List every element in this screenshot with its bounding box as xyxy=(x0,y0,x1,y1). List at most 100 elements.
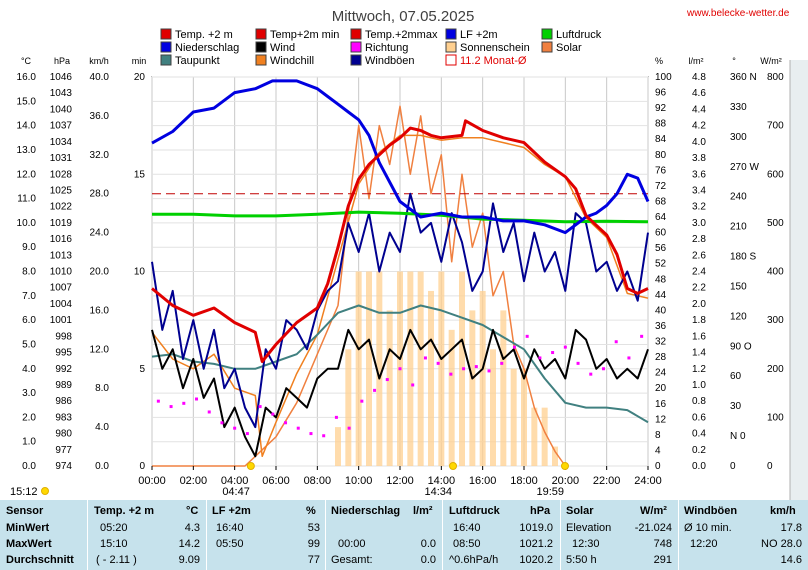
left-axis-tick-label: 977 xyxy=(55,445,72,456)
solar-elevation-label: Elevation xyxy=(566,522,612,534)
wind-direction-point xyxy=(373,388,377,392)
sunshine-bar xyxy=(355,271,362,466)
rain-total-value: 0.0 xyxy=(420,554,436,566)
weather-chart: °C 0.0 1.0 2.0 3.0 4.0 5.0 6.0 7.0 8.0 9.0 10.0 11.0… xyxy=(10,8,808,500)
x-axis-tick-label: 08:00 xyxy=(304,475,332,487)
legend-swatch xyxy=(445,54,457,66)
left-axis-tick-label: 0 xyxy=(139,461,145,472)
right-axis-tick-label: 28 xyxy=(655,352,667,363)
left-axis-tick-label: 1031 xyxy=(50,153,73,164)
right-axis-tick-label: 64 xyxy=(655,212,667,223)
right-axis-tick-label: 2.2 xyxy=(692,283,706,294)
x-axis-tick-label: 22:00 xyxy=(593,475,621,487)
left-axis-tick-label: 10 xyxy=(134,267,146,278)
x-axis-tick-label: 04:00 xyxy=(221,475,249,487)
temperature-line xyxy=(151,119,649,363)
wind-direction-point xyxy=(296,426,300,430)
legend-label: Temp.+2mmax xyxy=(365,29,438,41)
sunset-marker-dot xyxy=(560,462,569,470)
wind-direction-point xyxy=(271,412,275,416)
sunshine-bar xyxy=(490,349,496,466)
left-axis-tick-label: 7.0 xyxy=(22,291,36,302)
left-axis-tick-label: 14.0 xyxy=(17,121,37,132)
left-axis-tick-label: 15 xyxy=(134,169,146,180)
left-axis-tick-label: 20.0 xyxy=(90,267,110,278)
left-axis-tick-label: 1043 xyxy=(50,88,73,99)
wind-direction-point xyxy=(462,367,466,371)
wind-direction-point xyxy=(334,415,338,419)
left-axis-tick-label: 974 xyxy=(55,461,72,472)
legend-label: Sonnenschein xyxy=(460,42,530,54)
min-pressure-time: 16:40 xyxy=(453,522,481,534)
wind-direction-point xyxy=(347,426,351,430)
left-axis-tick-label: 1010 xyxy=(50,267,73,278)
min-pressure-value: 1019.0 xyxy=(519,522,553,534)
right-axis-tick-label: 400 xyxy=(767,267,784,278)
max-temp-time: 15:10 xyxy=(100,538,128,550)
left-axis-tick-label: 1040 xyxy=(50,104,73,115)
header-solar-unit: W/m² xyxy=(640,505,667,517)
left-axis-tick-label: 0.0 xyxy=(22,461,36,472)
right-axis-tick-label: 4 xyxy=(655,445,661,456)
left-axis-tick-label: 12.0 xyxy=(90,344,110,355)
left-axis-tick-label: 1019 xyxy=(50,218,73,229)
sunshine-bar xyxy=(335,427,341,466)
left-axis-tick-label: 995 xyxy=(55,348,72,359)
sunshine-bar xyxy=(541,407,548,466)
legend-label: Windböen xyxy=(365,55,415,67)
right-axis-tick-label: 4.4 xyxy=(692,104,706,115)
left-axis-tick-label: 13.0 xyxy=(17,145,37,156)
sunshine-bar xyxy=(459,271,465,466)
min-temp-value: 4.3 xyxy=(184,522,200,534)
header-pressure: Luftdruck xyxy=(449,505,500,517)
wind-direction-point xyxy=(563,345,567,349)
left-axis-tick-label: 0.0 xyxy=(95,461,109,472)
right-axis-tick-label: 92 xyxy=(655,103,667,114)
gust-avg-label: Ø 10 min. xyxy=(684,522,732,534)
right-axis-tick-label: 48 xyxy=(655,274,667,285)
max-rain-value: 0.0 xyxy=(420,538,436,550)
legend-swatch xyxy=(541,41,553,53)
x-axis-tick-label: 06:00 xyxy=(262,475,290,487)
legend-swatch xyxy=(350,28,362,40)
left-axis-tick-label: 11.0 xyxy=(17,194,36,205)
x-axis-tick-label: 12:00 xyxy=(386,475,414,487)
sunrise-marker-time: 04:47 xyxy=(222,486,250,498)
right-axis-tick-label: 330 xyxy=(730,102,747,113)
max-solar-time: 12:30 xyxy=(572,538,600,550)
wind-direction-point xyxy=(589,372,593,376)
right-axis-tick-label: 80 xyxy=(655,150,667,161)
max-lf-time: 05:50 xyxy=(216,538,244,550)
legend-swatch xyxy=(160,54,172,66)
sunrise-marker-dot xyxy=(246,462,255,470)
header-rain-unit: l/m² xyxy=(413,505,433,517)
gust-line xyxy=(151,192,649,429)
sunshine-bar xyxy=(500,310,507,466)
legend-swatch xyxy=(255,54,267,66)
wind-direction-point xyxy=(627,356,631,360)
left-axis-tick-label: 1034 xyxy=(50,137,73,148)
x-axis-tick-label: 02:00 xyxy=(180,475,208,487)
header-gust-unit: km/h xyxy=(770,505,796,517)
sunshine-bar xyxy=(366,271,372,466)
sunshine-bar xyxy=(376,271,383,466)
right-axis-tick-label: 0.4 xyxy=(692,429,706,440)
right-axis-tick-label: 84 xyxy=(655,134,667,145)
right-axis-tick-label: 36 xyxy=(655,321,667,332)
site-url-link[interactable]: www.belecke-wetter.de xyxy=(686,8,790,19)
wind-direction-point xyxy=(411,383,415,387)
max-rain-time: 00:00 xyxy=(338,538,366,550)
left-axis-tick-label: 992 xyxy=(55,364,72,375)
header-lf: LF +2m xyxy=(212,505,251,517)
avg-temp-trend: ( - 2.11 ) xyxy=(96,554,137,566)
right-axis-tick-label: 44 xyxy=(655,290,667,301)
right-axis-tick-label: 1.2 xyxy=(692,364,706,375)
right-axis-tick-label: 180 S xyxy=(730,252,756,263)
right-axis-tick-label: 210 xyxy=(730,222,747,233)
row-min-label: MinWert xyxy=(6,522,50,534)
right-axis-tick-label: 90 O xyxy=(730,341,752,352)
left-axis-tick-label: 980 xyxy=(55,429,72,440)
right-axis-unit: % xyxy=(655,56,663,66)
right-axis-tick-label: 1.4 xyxy=(692,348,706,359)
legend-swatch xyxy=(160,28,172,40)
